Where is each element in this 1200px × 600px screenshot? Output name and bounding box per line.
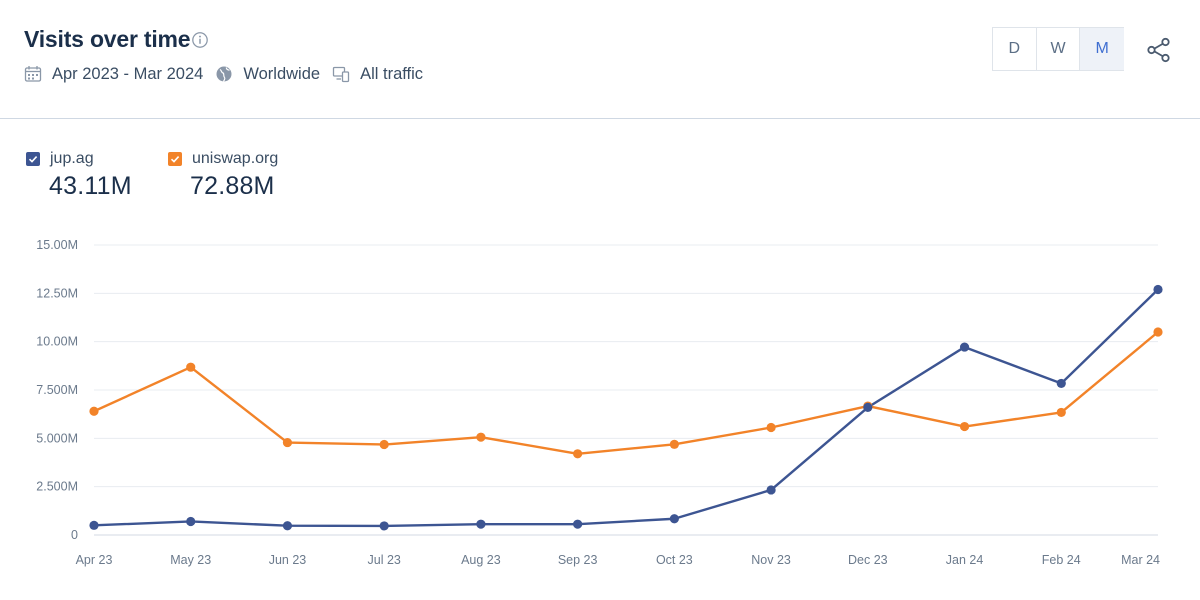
devices-icon xyxy=(332,66,350,83)
data-point-uniswap-org[interactable] xyxy=(959,421,970,432)
share-icon[interactable] xyxy=(1146,37,1172,63)
y-tick-label: 12.50M xyxy=(36,286,78,300)
x-tick-label: Jul 23 xyxy=(368,553,401,567)
x-tick-label: Mar 24 xyxy=(1121,553,1160,567)
data-point-jup-ag[interactable] xyxy=(186,516,196,527)
check-icon xyxy=(170,156,180,163)
data-point-jup-ag[interactable] xyxy=(959,342,970,352)
legend-name-jup: jup.ag xyxy=(50,150,94,167)
data-point-uniswap-org[interactable] xyxy=(573,449,583,459)
series-line-uniswap-org xyxy=(93,331,1159,455)
chart-header: Visits over time Apr 2023 - Mar 2024 Wor… xyxy=(0,0,1200,119)
data-point-jup-ag[interactable] xyxy=(573,519,583,529)
legend-item-jup: jup.ag 43.11M xyxy=(26,150,132,201)
x-tick-label: May 23 xyxy=(170,553,211,567)
y-tick-label: 15.00M xyxy=(36,238,78,252)
data-point-uniswap-org[interactable] xyxy=(186,362,196,372)
x-tick-label: Dec 23 xyxy=(848,553,888,567)
page-title: Visits over time xyxy=(24,26,191,52)
granularity-toggle: D W M xyxy=(992,27,1124,71)
legend-item-uniswap: uniswap.org 72.88M xyxy=(168,150,278,201)
filter-summary: Apr 2023 - Mar 2024 Worldwide All traffi… xyxy=(24,62,435,86)
check-icon xyxy=(28,156,38,163)
legend-name-uniswap: uniswap.org xyxy=(192,150,279,167)
granularity-month-button[interactable]: M xyxy=(1080,28,1124,70)
x-tick-label: Nov 23 xyxy=(751,553,791,567)
data-point-uniswap-org[interactable] xyxy=(282,437,293,448)
data-point-uniswap-org[interactable] xyxy=(379,439,389,450)
data-point-uniswap-org[interactable] xyxy=(89,406,99,416)
data-point-jup-ag[interactable] xyxy=(863,402,873,412)
data-point-jup-ag[interactable] xyxy=(1056,378,1066,389)
info-icon[interactable] xyxy=(191,31,209,49)
globe-icon xyxy=(216,66,232,82)
data-point-jup-ag[interactable] xyxy=(669,514,679,524)
x-tick-label: Sep 23 xyxy=(558,553,598,567)
data-point-jup-ag[interactable] xyxy=(282,521,293,531)
x-tick-label: Apr 23 xyxy=(76,553,113,567)
calendar-icon xyxy=(24,66,42,82)
data-point-jup-ag[interactable] xyxy=(476,519,486,529)
y-tick-label: 10.00M xyxy=(36,335,78,349)
data-point-uniswap-org[interactable] xyxy=(1056,407,1066,418)
date-range[interactable]: Apr 2023 - Mar 2024 xyxy=(52,64,204,83)
x-tick-label: Aug 23 xyxy=(461,553,501,567)
granularity-week-button[interactable]: W xyxy=(1037,28,1081,70)
x-tick-label: Feb 24 xyxy=(1042,553,1081,567)
x-tick-label: Jan 24 xyxy=(946,553,984,567)
data-point-uniswap-org[interactable] xyxy=(1153,327,1163,337)
y-tick-label: 2.500M xyxy=(36,480,78,494)
y-tick-label: 0 xyxy=(71,528,78,542)
granularity-day-button[interactable]: D xyxy=(993,28,1037,70)
series-line-jup-ag xyxy=(93,288,1159,528)
region[interactable]: Worldwide xyxy=(243,64,321,83)
y-tick-label: 7.500M xyxy=(36,383,78,397)
x-tick-label: Oct 23 xyxy=(656,553,693,567)
traffic-type[interactable]: All traffic xyxy=(360,64,424,83)
legend-total-uniswap: 72.88M xyxy=(190,172,275,200)
y-tick-label: 5.000M xyxy=(36,431,78,445)
x-tick-label: Jun 23 xyxy=(269,553,307,567)
legend-total-jup: 43.11M xyxy=(49,172,132,200)
data-point-jup-ag[interactable] xyxy=(766,485,776,495)
legend-checkbox-uniswap[interactable] xyxy=(168,152,182,166)
header-divider xyxy=(0,118,1200,119)
data-point-uniswap-org[interactable] xyxy=(669,439,679,449)
legend-checkbox-jup[interactable] xyxy=(26,152,40,166)
data-point-jup-ag[interactable] xyxy=(1153,284,1163,295)
data-point-uniswap-org[interactable] xyxy=(766,422,776,433)
data-point-uniswap-org[interactable] xyxy=(476,432,486,442)
data-point-jup-ag[interactable] xyxy=(379,521,389,531)
data-point-jup-ag[interactable] xyxy=(89,520,99,530)
